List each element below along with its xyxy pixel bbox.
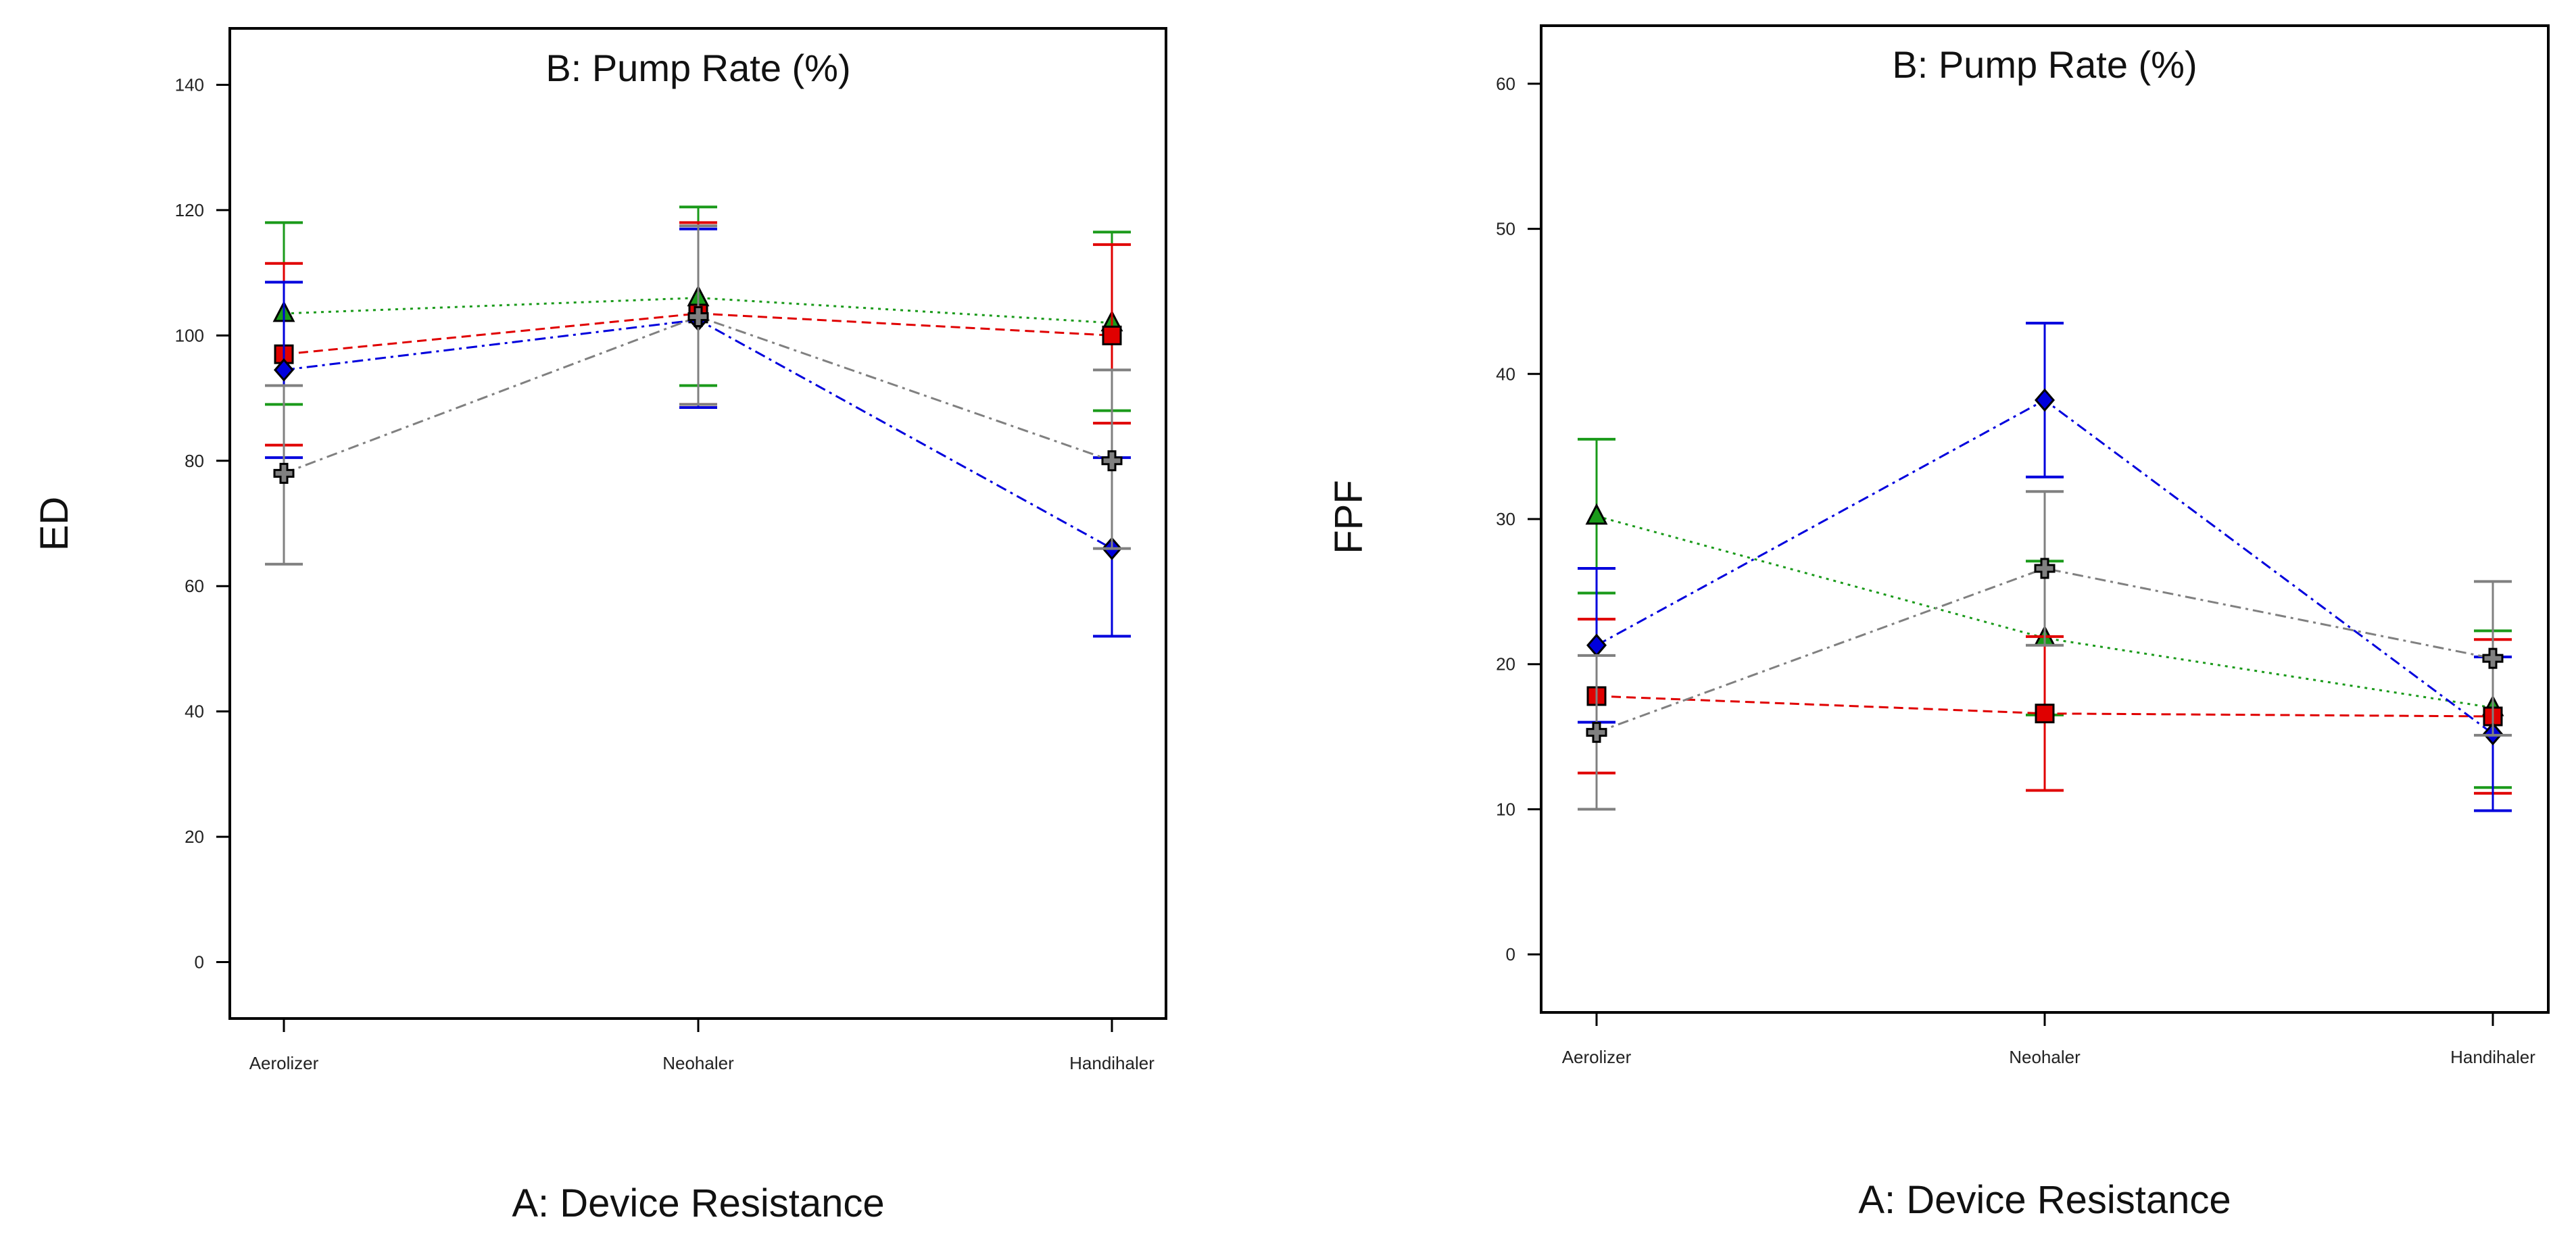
ed-y-tick-label: 100: [175, 325, 204, 345]
fpf-point-gray: [2034, 558, 2056, 579]
ed-y-tick-label: 140: [175, 74, 204, 95]
ed-y-tick-label: 20: [185, 827, 204, 847]
ed-x-axis: Aerolizer Neohaler Handihaler: [249, 1019, 1155, 1073]
fpf-point-blue: [2035, 388, 2055, 412]
fpf-x-tick-label: Aerolizer: [1562, 1047, 1632, 1067]
fpf-chart: 0 10 20 30 40 50 60 Aerolizer Neohaler Handihale…: [1327, 24, 2550, 1222]
ed-point-gray: [687, 306, 709, 328]
fpf-point-red: [2035, 704, 2055, 724]
fpf-point-gray: [1586, 722, 1607, 743]
ed-x-tick-label: Neohaler: [662, 1053, 734, 1073]
ed-point-red: [1102, 325, 1122, 345]
ed-title: B: Pump Rate (%): [545, 47, 850, 89]
fpf-x-label: A: Device Resistance: [1858, 1178, 2231, 1222]
ed-series: [265, 205, 1131, 638]
ed-y-tick-label: 0: [195, 952, 204, 973]
fpf-point-blue: [1586, 633, 1607, 658]
ed-y-tick-label: 40: [185, 702, 204, 722]
ed-y-tick-label: 60: [185, 576, 204, 596]
ed-plot-frame: [228, 27, 1167, 1020]
ed-y-tick-label: 80: [185, 451, 204, 471]
fpf-title: B: Pump Rate (%): [1892, 43, 2197, 86]
ed-point-blue: [274, 358, 294, 382]
fpf-x-tick-label: Handihaler: [2450, 1047, 2535, 1067]
fpf-y-tick-label: 0: [1506, 944, 1515, 964]
ed-point-gray: [1101, 450, 1123, 472]
fpf-point-gray: [2482, 647, 2504, 669]
fpf-y-tick-label: 20: [1496, 654, 1515, 674]
fpf-line-green: [1596, 515, 2494, 709]
ed-y-axis: 0 20 40 60 80 100 120 140: [175, 74, 230, 973]
ed-x-tick-label: Aerolizer: [249, 1053, 319, 1073]
fpf-series: [1578, 322, 2512, 812]
fpf-y-tick-label: 60: [1496, 74, 1515, 94]
ed-y-tick-label: 120: [175, 200, 204, 220]
ed-y-label: ED: [32, 497, 76, 551]
ed-x-label: A: Device Resistance: [512, 1181, 884, 1225]
fpf-point-green: [1585, 503, 1608, 525]
ed-chart: 0 20 40 60 80 100 120 140 Aerolizer Neohaler Hand…: [32, 27, 1167, 1225]
ed-line-red: [283, 312, 1113, 355]
fpf-y-tick-label: 30: [1496, 509, 1515, 529]
fpf-y-tick-label: 10: [1496, 799, 1515, 819]
fpf-x-axis: Aerolizer Neohaler Handihaler: [1562, 1012, 2535, 1067]
fpf-y-tick-label: 40: [1496, 364, 1515, 384]
fpf-y-label: FPF: [1327, 480, 1371, 554]
fpf-x-tick-label: Neohaler: [2009, 1047, 2081, 1067]
ed-series-gray: [265, 224, 1131, 566]
fpf-y-axis: 0 10 20 30 40 50 60: [1496, 74, 1541, 964]
ed-x-tick-label: Handihaler: [1069, 1053, 1155, 1073]
fpf-y-tick-label: 50: [1496, 219, 1515, 239]
ed-point-gray: [273, 462, 295, 484]
fpf-series-gray: [1578, 490, 2512, 811]
